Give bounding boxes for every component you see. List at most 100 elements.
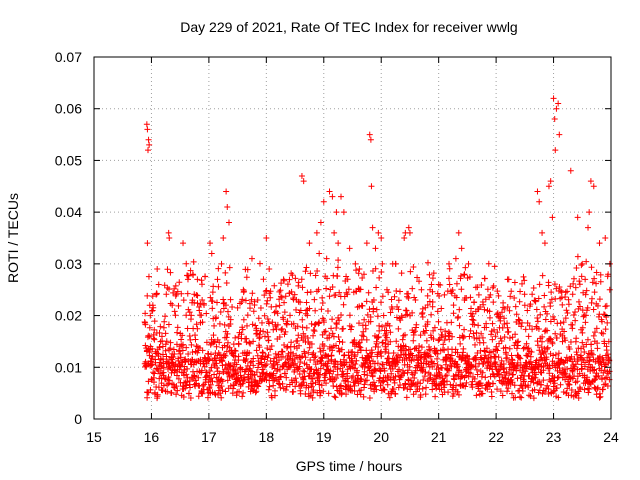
- data-point: [286, 277, 292, 283]
- data-point: [175, 303, 181, 309]
- data-point: [300, 324, 306, 330]
- data-point-peak: [372, 245, 378, 251]
- data-point: [376, 323, 382, 329]
- data-point: [405, 377, 411, 383]
- data-point: [413, 322, 419, 328]
- data-point: [537, 312, 543, 318]
- data-point-peak: [327, 188, 333, 194]
- data-point: [291, 344, 297, 350]
- data-point-peak: [418, 287, 424, 293]
- data-point: [244, 274, 250, 280]
- data-point: [329, 316, 335, 322]
- data-point: [156, 282, 162, 288]
- data-point-peak: [306, 240, 312, 246]
- data-point: [409, 286, 415, 292]
- data-point: [210, 283, 216, 289]
- x-tick-label: 18: [259, 429, 275, 445]
- data-point: [481, 340, 487, 346]
- data-point: [564, 288, 570, 294]
- data-point: [425, 260, 431, 266]
- data-point: [295, 332, 301, 338]
- data-point: [260, 276, 266, 282]
- data-point: [572, 309, 578, 315]
- data-point: [558, 382, 564, 388]
- data-point-peak: [375, 230, 381, 236]
- data-point-peak: [591, 183, 597, 189]
- data-point: [456, 307, 462, 313]
- x-tick-label: 19: [316, 429, 332, 445]
- data-point: [494, 348, 500, 354]
- data-point: [490, 299, 496, 305]
- data-point: [188, 342, 194, 348]
- data-point: [545, 345, 551, 351]
- data-point-peak: [331, 230, 337, 236]
- data-point-peak: [582, 276, 588, 282]
- data-point-peak: [370, 225, 376, 231]
- data-point-peak: [368, 137, 374, 143]
- data-point: [514, 345, 520, 351]
- data-point: [259, 320, 265, 326]
- x-tick-label: 21: [431, 429, 447, 445]
- data-point: [458, 286, 464, 292]
- x-tick-label: 15: [86, 429, 102, 445]
- x-tick-label: 23: [546, 429, 562, 445]
- data-point: [404, 394, 410, 400]
- data-point: [428, 281, 434, 287]
- data-point: [443, 333, 449, 339]
- data-point: [144, 293, 150, 299]
- data-point-peak: [356, 266, 362, 272]
- data-point: [194, 326, 200, 332]
- data-point: [285, 281, 291, 287]
- data-point-peak: [401, 235, 407, 241]
- data-point: [466, 334, 472, 340]
- data-point: [445, 389, 451, 395]
- data-point: [265, 316, 271, 322]
- y-tick-label: 0.02: [55, 308, 82, 324]
- data-point: [336, 334, 342, 340]
- data-point: [589, 296, 595, 302]
- data-point: [241, 288, 247, 294]
- data-point: [292, 275, 298, 281]
- data-point: [490, 381, 496, 387]
- data-point: [395, 326, 401, 332]
- data-point-peak: [476, 292, 482, 298]
- data-point: [523, 326, 529, 332]
- data-point: [571, 276, 577, 282]
- data-point: [461, 334, 467, 340]
- data-point: [579, 330, 585, 336]
- data-point-peak: [249, 256, 255, 262]
- data-point: [373, 285, 379, 291]
- data-point-peak: [154, 266, 160, 272]
- data-point: [468, 328, 474, 334]
- data-point: [283, 293, 289, 299]
- data-point: [591, 307, 597, 313]
- data-point: [535, 318, 541, 324]
- data-point: [236, 341, 242, 347]
- data-point: [563, 289, 569, 295]
- data-point: [172, 308, 178, 314]
- data-point: [423, 385, 429, 391]
- data-point: [462, 265, 468, 271]
- data-point: [401, 385, 407, 391]
- data-point: [546, 283, 552, 289]
- data-point-peak: [556, 132, 562, 138]
- data-point: [279, 326, 285, 332]
- data-point: [552, 281, 558, 287]
- data-point: [161, 370, 167, 376]
- data-point: [556, 350, 562, 356]
- data-point: [590, 368, 596, 374]
- data-point: [168, 340, 174, 346]
- data-point: [570, 291, 576, 297]
- data-point: [191, 259, 197, 265]
- data-point: [514, 311, 520, 317]
- data-point: [501, 321, 507, 327]
- data-point-peak: [207, 240, 213, 246]
- data-point: [323, 285, 329, 291]
- data-point: [267, 347, 273, 353]
- data-point: [327, 293, 333, 299]
- data-point: [360, 303, 366, 309]
- data-point: [435, 362, 441, 368]
- data-point: [461, 327, 467, 333]
- data-point: [175, 324, 181, 330]
- data-point-peak: [215, 276, 221, 282]
